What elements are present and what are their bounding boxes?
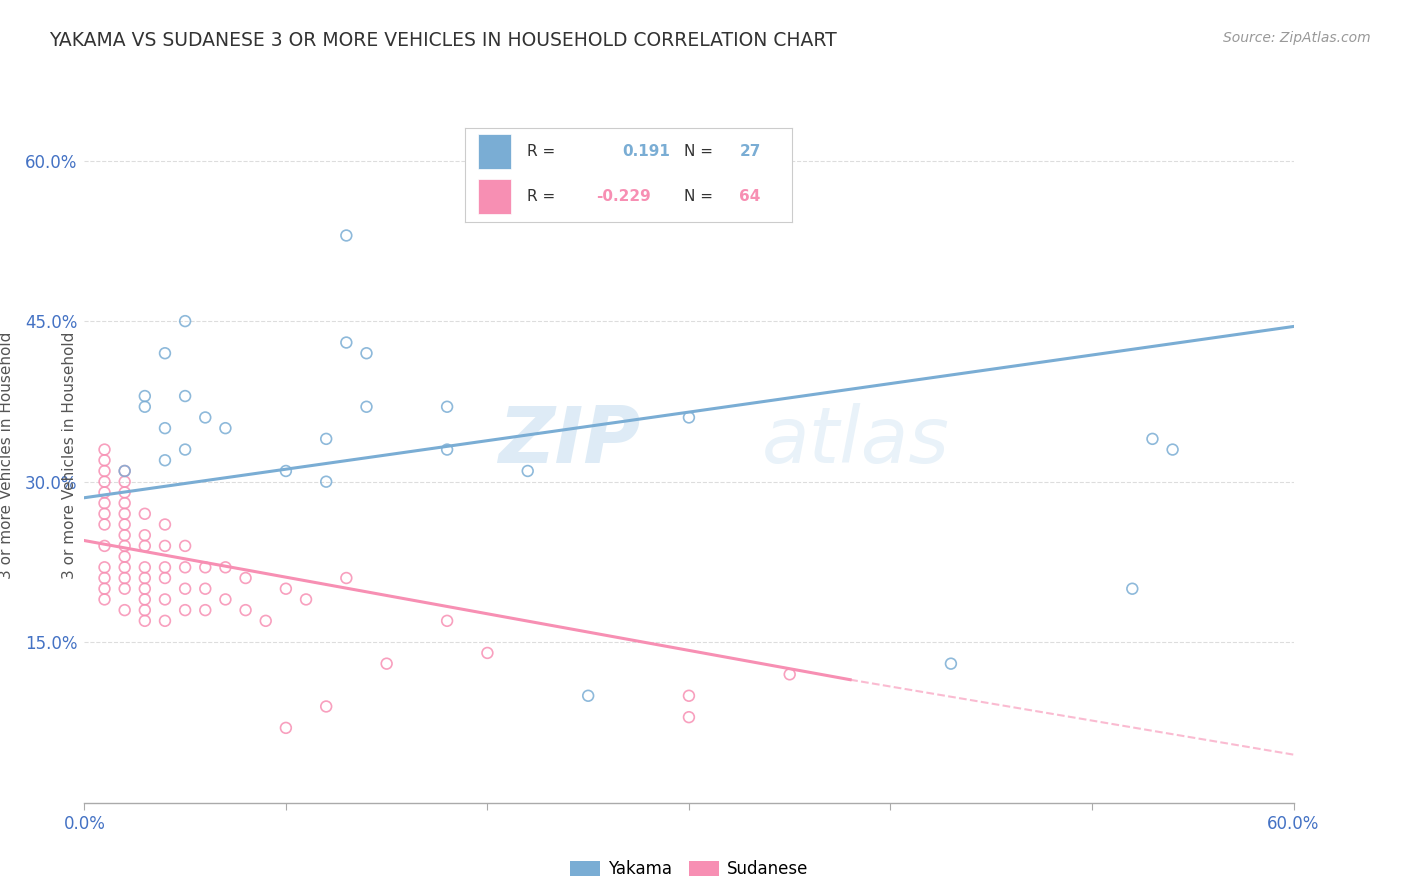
Point <box>134 389 156 403</box>
Text: YAKAMA VS SUDANESE 3 OR MORE VEHICLES IN HOUSEHOLD CORRELATION CHART: YAKAMA VS SUDANESE 3 OR MORE VEHICLES IN… <box>49 31 837 50</box>
Point <box>93 582 115 596</box>
Point <box>1121 582 1143 596</box>
Point <box>174 389 197 403</box>
Point <box>93 464 115 478</box>
Point <box>174 442 197 457</box>
Point <box>93 539 115 553</box>
Point <box>194 410 217 425</box>
Point <box>93 517 115 532</box>
Point <box>134 400 156 414</box>
Point <box>576 689 599 703</box>
Point <box>335 571 357 585</box>
Point <box>335 228 357 243</box>
Point <box>274 721 297 735</box>
Point <box>153 517 176 532</box>
Point <box>1142 432 1164 446</box>
Point <box>678 689 700 703</box>
Point <box>356 346 378 360</box>
Point <box>516 464 538 478</box>
Point <box>274 464 297 478</box>
Point <box>114 571 136 585</box>
Point <box>214 560 236 574</box>
Point <box>93 571 115 585</box>
Point <box>477 646 499 660</box>
Point <box>274 582 297 596</box>
Point <box>93 485 115 500</box>
Point <box>114 507 136 521</box>
Point <box>93 496 115 510</box>
Point <box>114 475 136 489</box>
Point <box>114 582 136 596</box>
Point <box>153 346 176 360</box>
Point <box>678 710 700 724</box>
Point <box>194 603 217 617</box>
Point <box>335 335 357 350</box>
Point <box>235 603 257 617</box>
Point <box>114 539 136 553</box>
Point <box>93 453 115 467</box>
Point <box>134 539 156 553</box>
Point <box>93 592 115 607</box>
Text: ZIP: ZIP <box>498 403 641 479</box>
Legend: Yakama, Sudanese: Yakama, Sudanese <box>562 854 815 885</box>
Point <box>174 314 197 328</box>
Text: Source: ZipAtlas.com: Source: ZipAtlas.com <box>1223 31 1371 45</box>
Point <box>134 571 156 585</box>
Point <box>134 582 156 596</box>
Point <box>114 485 136 500</box>
Point <box>134 560 156 574</box>
Point <box>93 442 115 457</box>
Point <box>295 592 318 607</box>
Point <box>436 442 458 457</box>
Point <box>114 496 136 510</box>
Point <box>114 464 136 478</box>
Point <box>93 475 115 489</box>
Point <box>153 592 176 607</box>
Point <box>174 560 197 574</box>
Point <box>153 539 176 553</box>
Point <box>134 528 156 542</box>
Point <box>153 560 176 574</box>
Point <box>153 453 176 467</box>
Point <box>134 507 156 521</box>
Point <box>114 464 136 478</box>
Point <box>134 614 156 628</box>
Point <box>315 432 337 446</box>
Point <box>779 667 801 681</box>
Point <box>214 421 236 435</box>
Point <box>315 475 337 489</box>
Point <box>235 571 257 585</box>
Point <box>174 539 197 553</box>
Point <box>134 592 156 607</box>
Point <box>194 560 217 574</box>
Y-axis label: 3 or more Vehicles in Household: 3 or more Vehicles in Household <box>62 331 77 579</box>
Point <box>356 400 378 414</box>
Point <box>114 549 136 564</box>
Point <box>194 582 217 596</box>
Point <box>174 582 197 596</box>
Point <box>114 603 136 617</box>
Text: atlas: atlas <box>762 403 949 479</box>
Point <box>134 603 156 617</box>
Point <box>436 614 458 628</box>
Point <box>436 400 458 414</box>
Point <box>114 528 136 542</box>
Point <box>214 592 236 607</box>
Point <box>93 560 115 574</box>
Point <box>114 517 136 532</box>
Point <box>153 421 176 435</box>
Point <box>254 614 277 628</box>
Point <box>174 603 197 617</box>
Point <box>375 657 398 671</box>
Point <box>939 657 962 671</box>
Y-axis label: 3 or more Vehicles in Household: 3 or more Vehicles in Household <box>0 331 14 579</box>
Point <box>1161 442 1184 457</box>
Point <box>678 410 700 425</box>
Point <box>93 507 115 521</box>
Point <box>153 614 176 628</box>
Point <box>114 560 136 574</box>
Point <box>153 571 176 585</box>
Point <box>315 699 337 714</box>
